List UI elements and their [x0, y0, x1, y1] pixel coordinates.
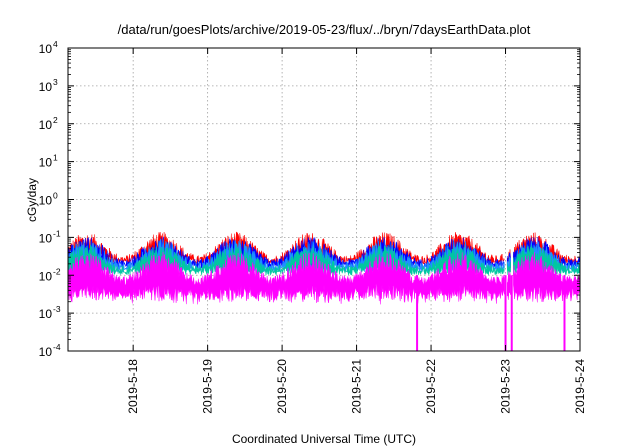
x-tick-label: 2019-5-23 — [499, 359, 513, 414]
y-tick-exponent: -3 — [53, 304, 61, 314]
y-tick-exponent: 0 — [53, 191, 58, 201]
y-tick-exponent: -1 — [53, 228, 61, 238]
y-tick-exponent: 2 — [53, 115, 58, 125]
x-axis-label: Coordinated Universal Time (UTC) — [232, 432, 416, 446]
y-tick-label: 10 — [39, 307, 53, 321]
y-tick-label: 10 — [39, 231, 53, 245]
y-tick-label: 10 — [39, 118, 53, 132]
chart-title: /data/run/goesPlots/archive/2019-05-23/f… — [118, 22, 531, 37]
series-band — [506, 271, 511, 300]
series-band — [506, 261, 511, 275]
y-tick-exponent: -2 — [53, 266, 61, 276]
x-tick-label: 2019-5-19 — [201, 359, 215, 414]
y-tick-label: 10 — [39, 269, 53, 283]
x-tick-label: 2019-5-18 — [126, 359, 140, 414]
y-tick-exponent: 1 — [53, 153, 58, 163]
x-tick-labels: 2019-5-18 2019-5-19 2019-5-20 2019-5-21 2019… — [126, 359, 587, 414]
y-tick-label: 10 — [39, 156, 53, 170]
y-tick-exponent: 3 — [53, 77, 58, 87]
axes — [67, 47, 581, 352]
x-tick-label: 2019-5-22 — [424, 359, 438, 414]
data-layer — [67, 231, 581, 351]
y-tick-label: 10 — [39, 345, 53, 359]
y-tick-label: 10 — [39, 80, 53, 94]
x-tick-label: 2019-5-24 — [573, 359, 587, 414]
x-tick-label: 2019-5-20 — [275, 359, 289, 414]
y-axis-label: cGy/day — [25, 178, 39, 222]
y-tick-label: 10 — [39, 42, 53, 56]
y-tick-label: 10 — [39, 194, 53, 208]
grid-lines — [68, 48, 580, 351]
x-tick-label: 2019-5-21 — [350, 359, 364, 414]
y-tick-exponent: 4 — [53, 39, 58, 49]
y-tick-exponent: -4 — [53, 342, 61, 352]
series-band — [67, 251, 505, 305]
